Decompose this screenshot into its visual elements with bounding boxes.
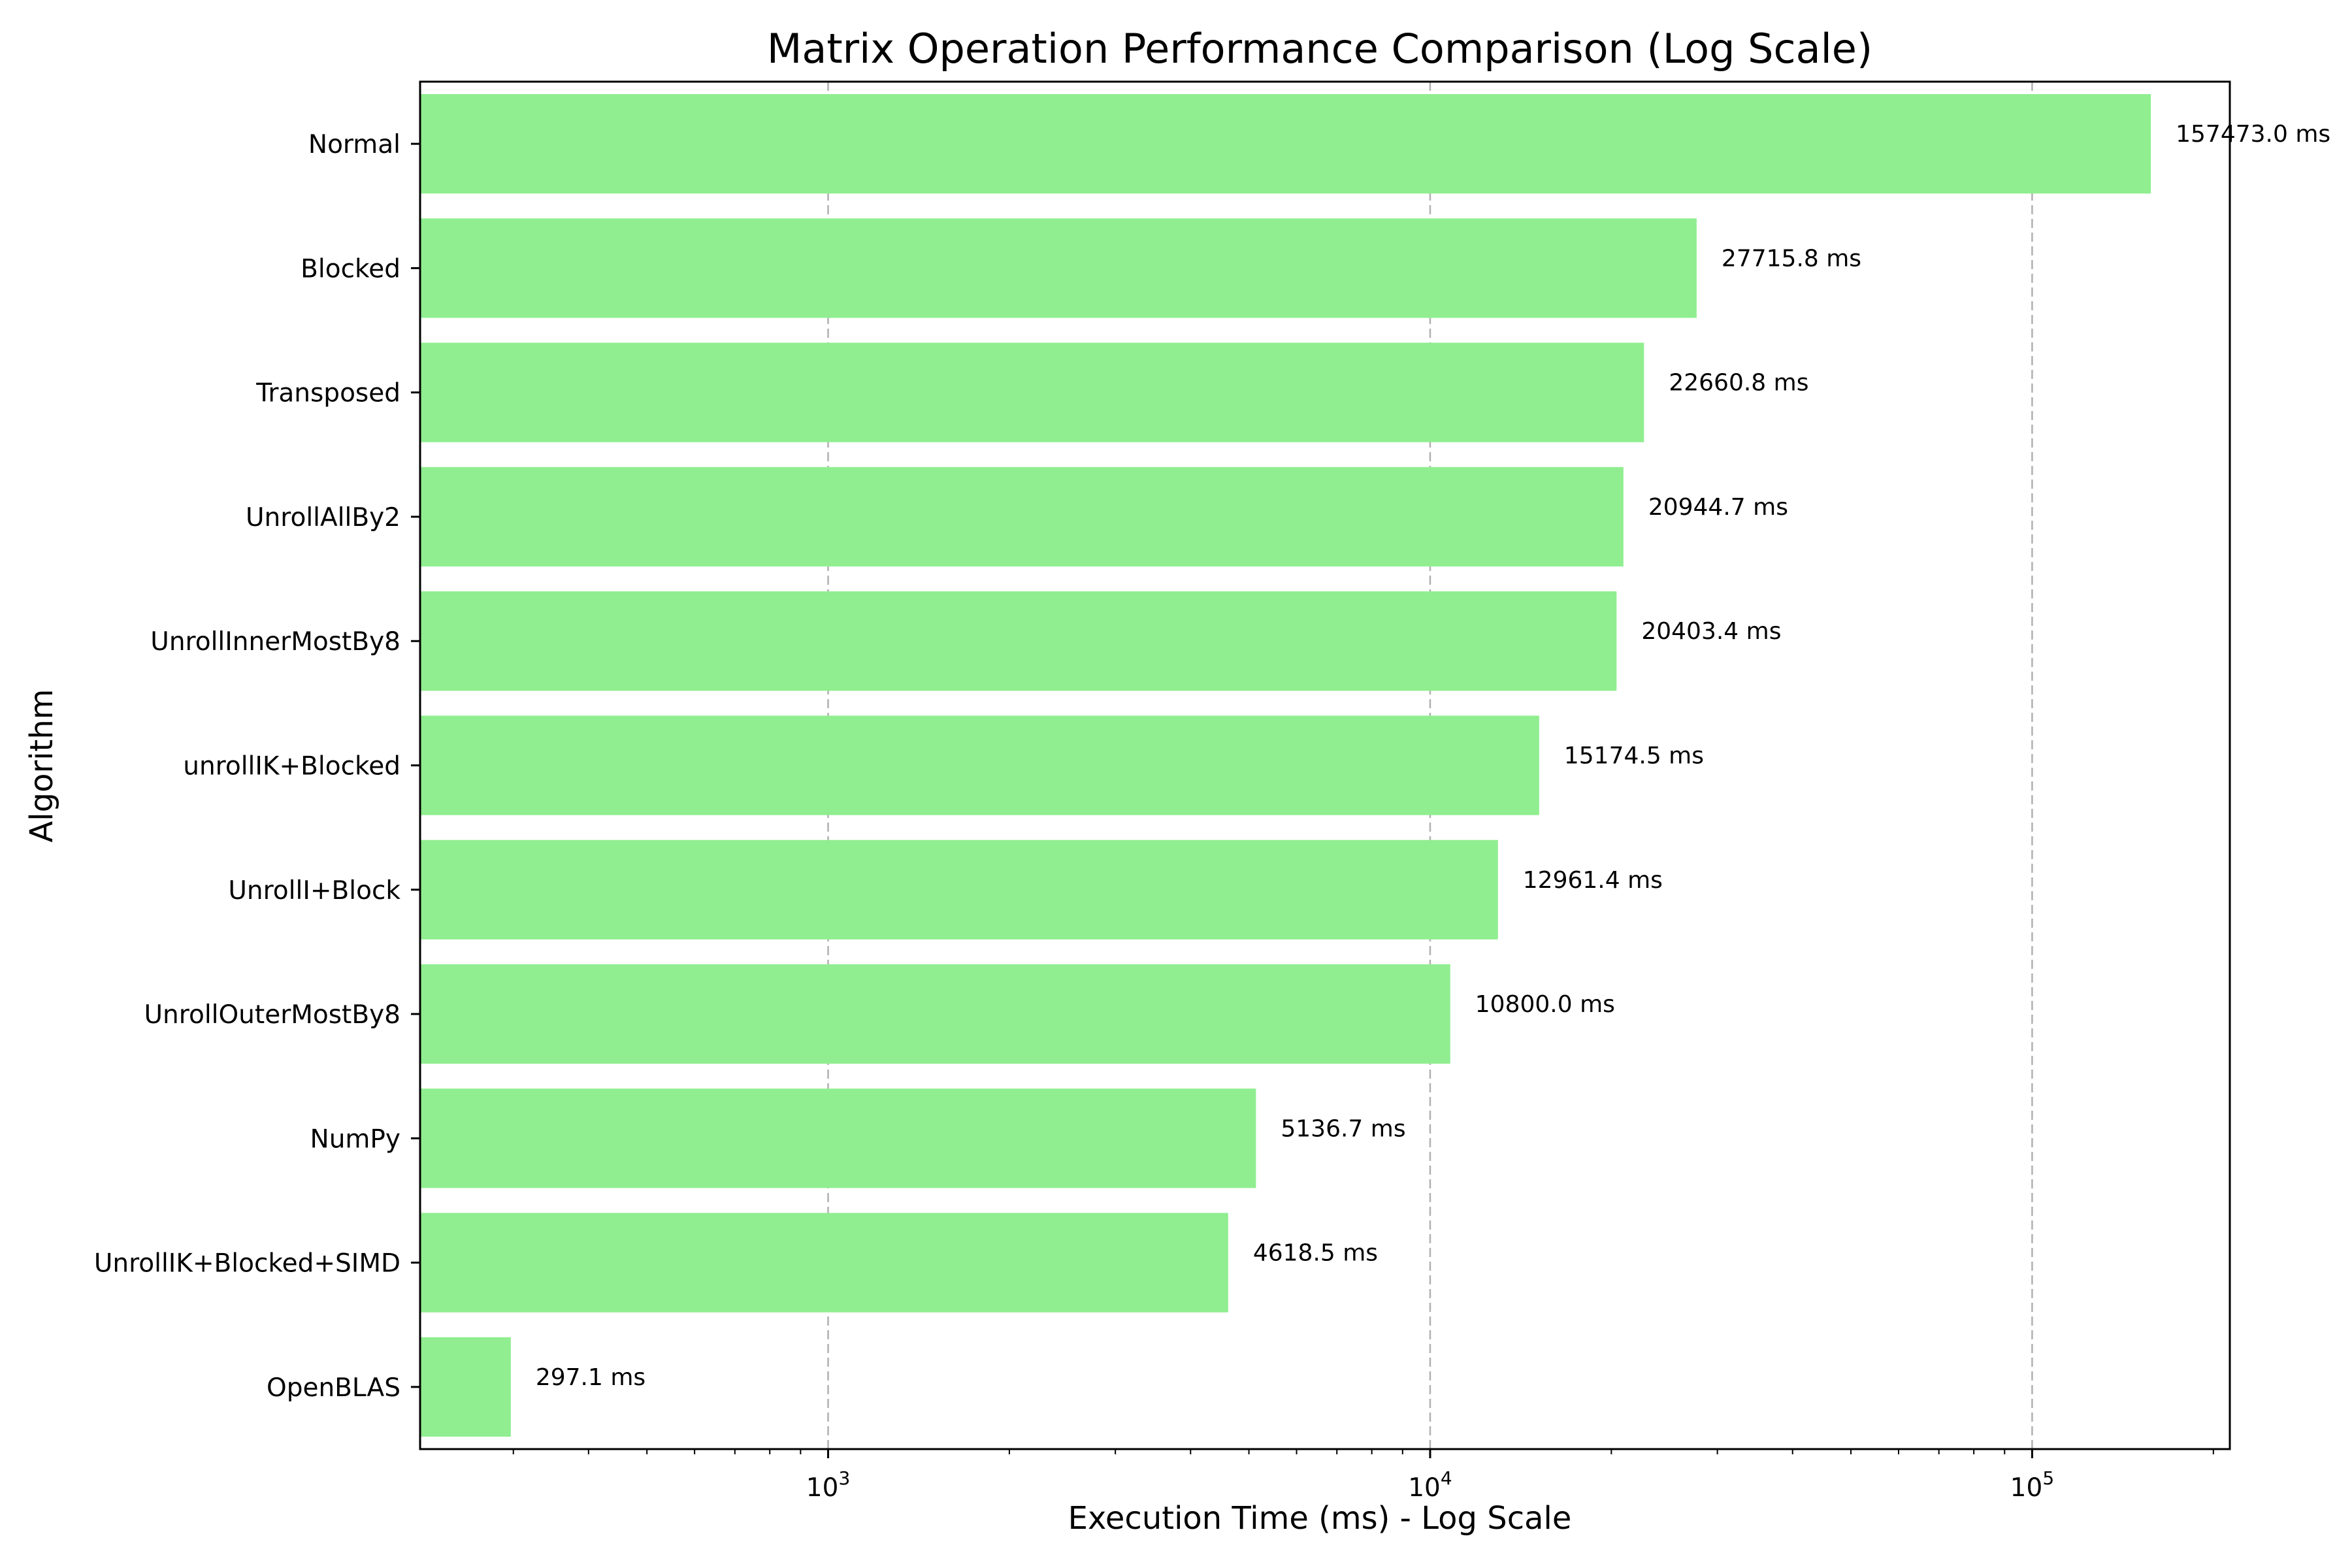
bar-value-label: 22660.8 ms: [1669, 370, 1808, 397]
y-tick-label: UnrollI+Block: [228, 876, 400, 906]
bar: [420, 342, 1644, 442]
y-tick-label: Transposed: [255, 379, 400, 408]
y-tick-label: OpenBLAS: [267, 1373, 400, 1403]
bar: [420, 591, 1617, 691]
y-tick-label: Blocked: [301, 254, 400, 284]
bar: [420, 218, 1697, 318]
bar-value-label: 297.1 ms: [536, 1364, 645, 1391]
y-tick-label: UnrollIK+Blocked+SIMD: [94, 1249, 400, 1279]
bar-value-label: 12961.4 ms: [1523, 867, 1663, 894]
x-tick-label: 104: [1408, 1467, 1452, 1503]
x-tick-exponent: 5: [2042, 1467, 2054, 1489]
y-axis-label: Algorithm: [24, 689, 60, 842]
bar: [420, 715, 1539, 815]
bar-value-label: 10800.0 ms: [1475, 991, 1615, 1018]
bar: [420, 94, 2151, 194]
chart-title: Matrix Operation Performance Comparison …: [767, 25, 1872, 73]
bar-value-label: 15174.5 ms: [1564, 743, 1704, 770]
x-axis-label: Execution Time (ms) - Log Scale: [1068, 1500, 1572, 1537]
bar-value-label: 27715.8 ms: [1722, 245, 1861, 272]
x-tick-label: 103: [806, 1467, 850, 1503]
x-tick-base: 10: [1408, 1473, 1441, 1503]
bar-value-label: 20944.7 ms: [1648, 494, 1788, 521]
x-tick-exponent: 4: [1441, 1467, 1452, 1489]
bar: [420, 964, 1450, 1064]
x-tick-base: 10: [806, 1473, 839, 1503]
bars: [420, 94, 2151, 1437]
x-tick-label: 105: [2010, 1467, 2054, 1503]
bar: [420, 840, 1498, 939]
y-tick-label: UnrollAllBy2: [246, 503, 400, 532]
y-axis-ticks: Normal Blocked Transposed UnrollAllBy2 Unrol…: [94, 130, 420, 1403]
bar: [420, 466, 1624, 567]
y-tick-label: UnrollInnerMostBy8: [150, 627, 400, 657]
bar: [420, 1337, 511, 1437]
bar-value-label: 20403.4 ms: [1641, 618, 1781, 645]
y-tick-label: unrollIK+Blocked: [183, 752, 400, 781]
data-labels: 157473.0 ms 27715.8 ms 22660.8 ms 20944.7 m…: [536, 121, 2330, 1391]
y-tick-label: NumPy: [310, 1124, 400, 1154]
y-tick-label: Normal: [308, 130, 400, 159]
bar-value-label: 4618.5 ms: [1253, 1240, 1378, 1267]
bar-value-label: 5136.7 ms: [1281, 1115, 1405, 1142]
y-tick-label: UnrollOuterMostBy8: [144, 1000, 400, 1030]
bar: [420, 1213, 1228, 1313]
x-tick-base: 10: [2010, 1473, 2043, 1503]
bar-value-label: 157473.0 ms: [2176, 121, 2330, 148]
x-axis-ticks: 103 104 105: [512, 1449, 2214, 1503]
bar: [420, 1088, 1256, 1188]
x-tick-exponent: 3: [838, 1467, 850, 1489]
